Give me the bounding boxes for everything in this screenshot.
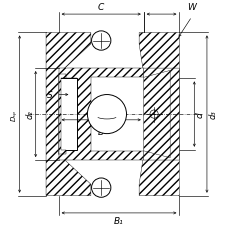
- Text: Dₛₚ: Dₛₚ: [11, 109, 17, 120]
- Text: d: d: [195, 112, 204, 117]
- Polygon shape: [46, 33, 90, 196]
- Text: B₁: B₁: [114, 216, 123, 225]
- Polygon shape: [58, 74, 65, 155]
- Text: d₂: d₂: [25, 110, 34, 119]
- Text: d₃: d₃: [207, 110, 216, 119]
- Polygon shape: [143, 69, 179, 160]
- Polygon shape: [58, 69, 143, 160]
- Circle shape: [87, 95, 126, 134]
- Polygon shape: [58, 79, 77, 150]
- Text: S: S: [47, 91, 53, 100]
- Polygon shape: [139, 33, 179, 196]
- Circle shape: [91, 32, 110, 51]
- Circle shape: [91, 178, 110, 197]
- Text: B: B: [98, 127, 104, 136]
- Text: C: C: [98, 3, 104, 12]
- Text: W: W: [187, 3, 196, 12]
